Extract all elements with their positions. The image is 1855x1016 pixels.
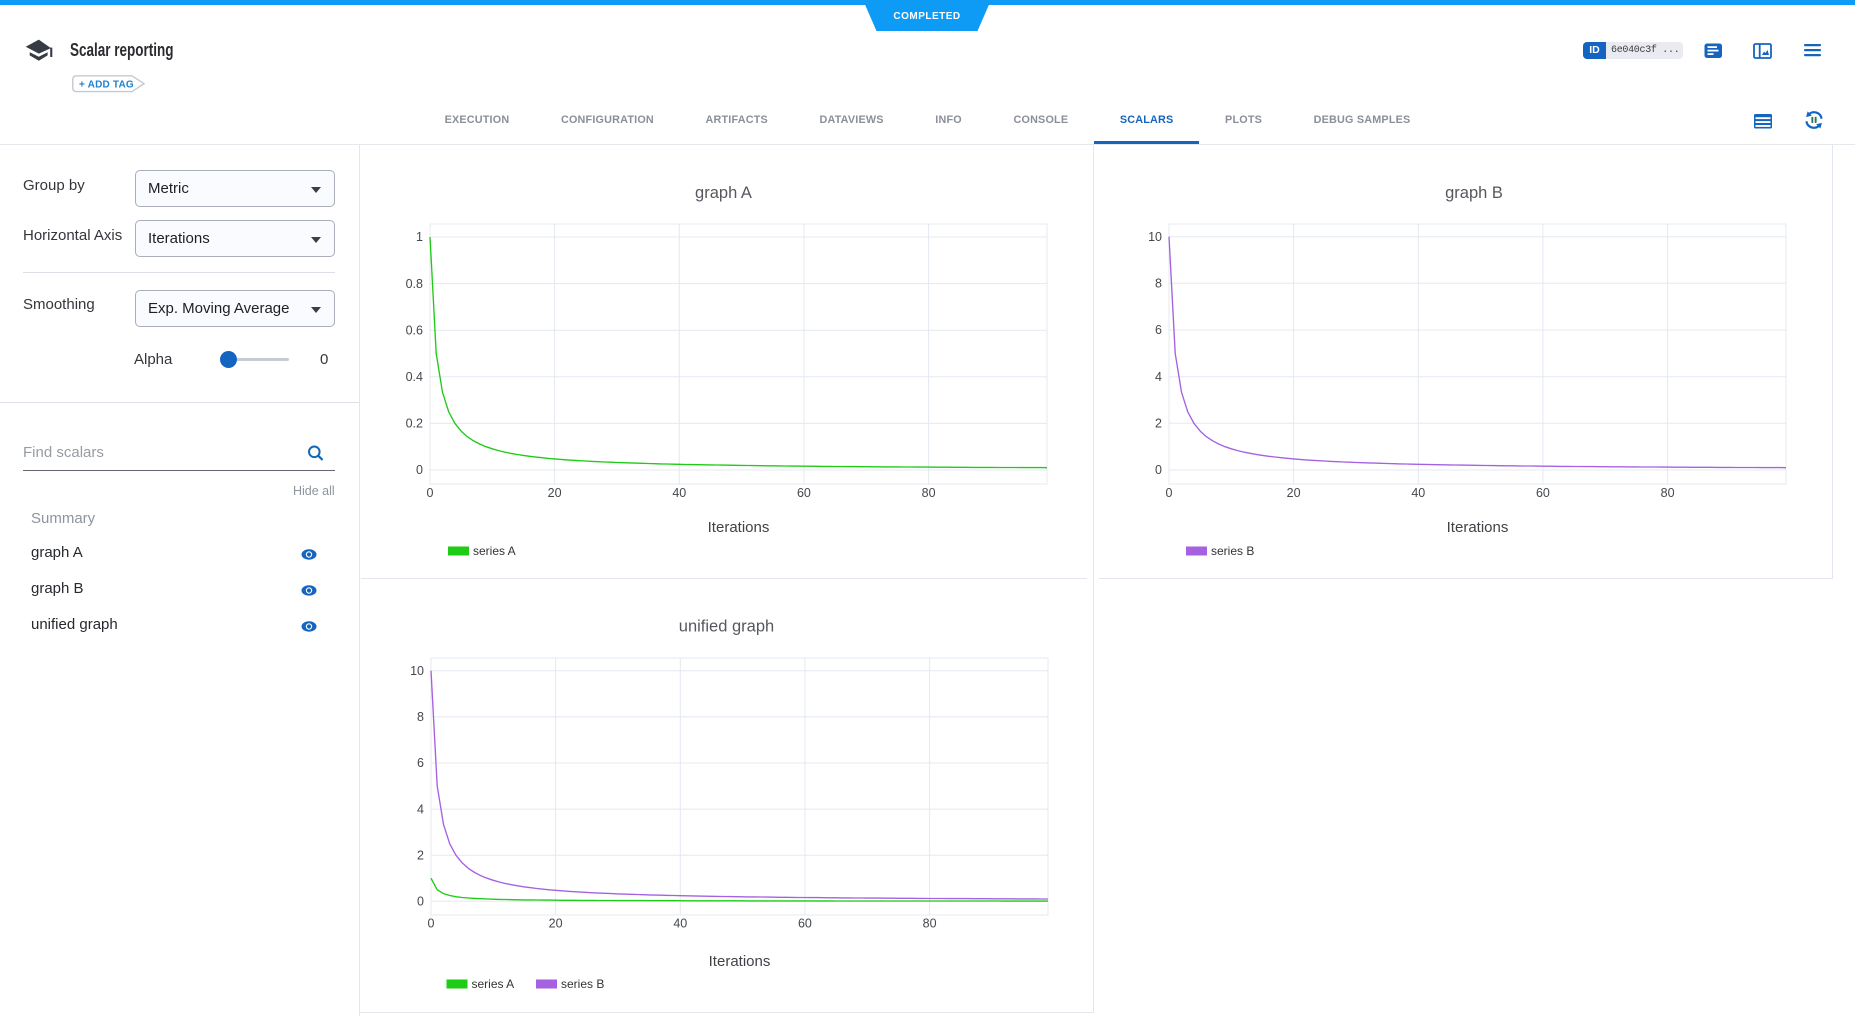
svg-text:2: 2 bbox=[1155, 417, 1162, 431]
svg-text:40: 40 bbox=[1411, 486, 1425, 500]
svg-text:Iterations: Iterations bbox=[1447, 519, 1509, 536]
svg-text:80: 80 bbox=[1661, 486, 1675, 500]
svg-text:graph A: graph A bbox=[695, 184, 752, 202]
svg-text:10: 10 bbox=[410, 664, 424, 678]
svg-text:1: 1 bbox=[416, 230, 423, 244]
svg-text:series A: series A bbox=[472, 977, 515, 991]
svg-text:8: 8 bbox=[417, 710, 424, 724]
svg-text:0: 0 bbox=[416, 463, 423, 477]
svg-text:0: 0 bbox=[1166, 486, 1173, 500]
svg-text:series B: series B bbox=[561, 977, 604, 991]
svg-text:Iterations: Iterations bbox=[708, 519, 770, 536]
svg-text:0.2: 0.2 bbox=[406, 417, 423, 431]
svg-text:0.4: 0.4 bbox=[406, 370, 423, 384]
svg-text:unified graph: unified graph bbox=[679, 618, 774, 636]
svg-text:20: 20 bbox=[549, 917, 563, 931]
svg-text:8: 8 bbox=[1155, 277, 1162, 291]
svg-text:series A: series A bbox=[473, 544, 516, 558]
svg-text:10: 10 bbox=[1148, 230, 1162, 244]
svg-text:4: 4 bbox=[1155, 370, 1162, 384]
svg-text:40: 40 bbox=[672, 486, 686, 500]
svg-text:20: 20 bbox=[1287, 486, 1301, 500]
svg-text:60: 60 bbox=[1536, 486, 1550, 500]
svg-text:40: 40 bbox=[673, 917, 687, 931]
svg-text:0.6: 0.6 bbox=[406, 323, 423, 337]
svg-text:0: 0 bbox=[417, 895, 424, 909]
svg-text:0: 0 bbox=[427, 486, 434, 500]
svg-text:Iterations: Iterations bbox=[709, 953, 771, 970]
svg-text:0: 0 bbox=[1155, 463, 1162, 477]
svg-text:0.8: 0.8 bbox=[406, 277, 423, 291]
svg-text:0: 0 bbox=[428, 917, 435, 931]
svg-text:60: 60 bbox=[797, 486, 811, 500]
svg-text:series B: series B bbox=[1211, 544, 1254, 558]
svg-text:6: 6 bbox=[417, 756, 424, 770]
svg-text:graph B: graph B bbox=[1445, 184, 1503, 202]
svg-text:+ ADD TAG: + ADD TAG bbox=[79, 79, 134, 90]
svg-text:60: 60 bbox=[798, 917, 812, 931]
svg-text:80: 80 bbox=[923, 917, 937, 931]
svg-text:80: 80 bbox=[922, 486, 936, 500]
svg-text:20: 20 bbox=[548, 486, 562, 500]
svg-text:2: 2 bbox=[417, 848, 424, 862]
svg-text:6: 6 bbox=[1155, 323, 1162, 337]
svg-text:4: 4 bbox=[417, 802, 424, 816]
